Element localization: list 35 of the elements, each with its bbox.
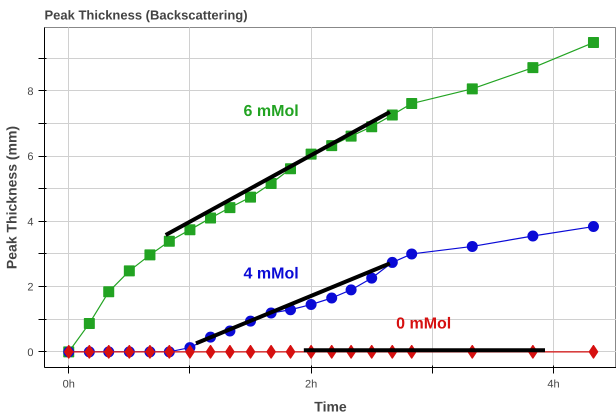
x-tick-label: 2h [304, 378, 318, 390]
y-tick-label: 6 [27, 151, 34, 164]
point [588, 37, 599, 48]
point [124, 265, 135, 276]
chart-title: Peak Thickness (Backscattering) [44, 8, 248, 22]
series-label: 4 mMol [244, 266, 299, 283]
point [406, 98, 418, 110]
point [205, 212, 216, 224]
y-tick-label: 0 [27, 346, 34, 359]
point [245, 192, 256, 203]
point [326, 292, 338, 304]
y-tick-label: 4 [27, 216, 34, 228]
point [527, 62, 538, 74]
point [466, 240, 478, 252]
point [184, 224, 196, 236]
series-label: 0 mMol [396, 315, 452, 332]
point [466, 83, 478, 94]
point [527, 230, 538, 242]
point [144, 249, 156, 260]
series-label: 6 mMol [244, 102, 299, 120]
y-axis-title: Peak Thickness (mm) [3, 126, 20, 270]
point [306, 299, 317, 310]
x-axis-title: Time [314, 398, 347, 414]
point [588, 221, 599, 232]
point [224, 202, 236, 214]
point [366, 272, 378, 284]
y-tick-label: 8 [27, 86, 34, 98]
point [164, 236, 175, 247]
x-tick-label: 4h [547, 378, 560, 390]
y-tick-label: 2 [27, 282, 34, 294]
point [84, 318, 95, 329]
point [103, 286, 114, 298]
x-tick-label: 0h [62, 378, 75, 390]
point [346, 284, 357, 296]
point [406, 248, 418, 260]
